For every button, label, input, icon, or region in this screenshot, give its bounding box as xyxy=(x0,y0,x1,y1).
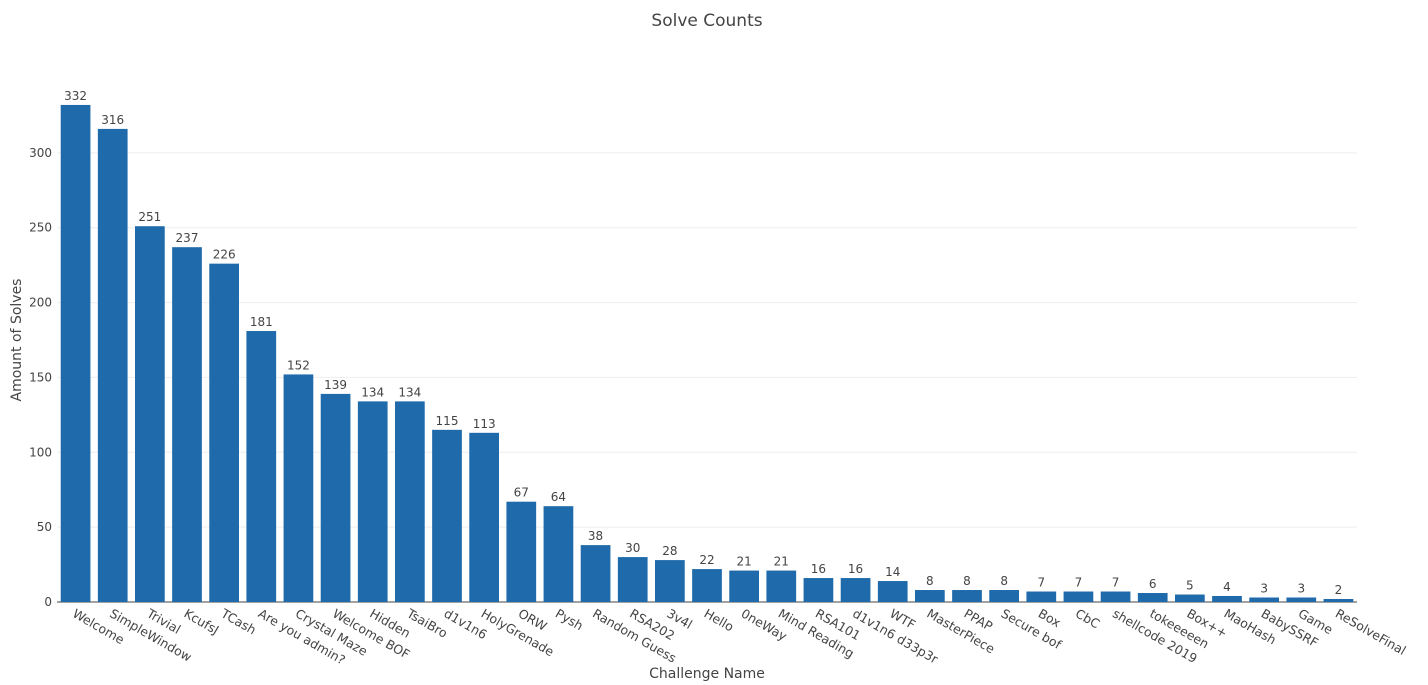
bar[interactable] xyxy=(97,128,128,602)
bar-value-label: 14 xyxy=(885,565,900,579)
x-axis-category-labels: WelcomeSimpleWindowTrivialKcufsJTCashAre… xyxy=(70,605,1409,667)
bar[interactable] xyxy=(1175,594,1205,602)
bar-value-label: 134 xyxy=(361,385,384,399)
bar[interactable] xyxy=(357,401,388,602)
bar[interactable] xyxy=(840,578,871,602)
bar[interactable] xyxy=(135,226,165,602)
bar[interactable] xyxy=(432,429,462,602)
bar-value-label: 7 xyxy=(1112,576,1120,590)
bar-value-label: 237 xyxy=(176,231,199,245)
bar[interactable] xyxy=(989,590,1019,602)
bar-value-label: 2 xyxy=(1335,583,1343,597)
x-tick-label: Hello xyxy=(702,606,737,635)
x-tick-label: CbC xyxy=(1073,606,1103,632)
bar-value-label: 16 xyxy=(811,562,826,576)
bar[interactable] xyxy=(1026,591,1057,602)
bar-value-label: 115 xyxy=(436,414,459,428)
bar[interactable] xyxy=(877,581,908,602)
x-tick-label: Pysh xyxy=(553,606,586,634)
bar-value-label: 30 xyxy=(625,541,640,555)
bar[interactable] xyxy=(803,578,834,602)
bar[interactable] xyxy=(246,331,277,602)
y-tick-label: 0 xyxy=(44,595,52,609)
y-tick-label: 100 xyxy=(29,445,52,459)
bar[interactable] xyxy=(580,545,611,602)
bar-value-label: 21 xyxy=(737,555,752,569)
bar-value-label: 251 xyxy=(138,210,161,224)
bar[interactable] xyxy=(506,501,537,602)
bar[interactable] xyxy=(617,557,648,602)
bar[interactable] xyxy=(1323,599,1354,602)
bar-value-label: 7 xyxy=(1075,576,1083,590)
bar[interactable] xyxy=(729,570,759,602)
bar-value-label: 7 xyxy=(1037,576,1045,590)
bar[interactable] xyxy=(915,590,945,602)
bar[interactable] xyxy=(692,569,722,602)
bar[interactable] xyxy=(469,432,499,602)
y-tick-label: 50 xyxy=(37,520,52,534)
bar[interactable] xyxy=(655,560,685,602)
bar-value-label: 22 xyxy=(699,553,714,567)
bars xyxy=(60,104,1354,603)
bar-value-label: 134 xyxy=(398,385,421,399)
y-tick-label: 300 xyxy=(29,146,52,160)
bar-value-label: 113 xyxy=(473,417,496,431)
bar-value-label: 152 xyxy=(287,358,310,372)
bar-value-label: 8 xyxy=(926,574,934,588)
bar-value-label: 8 xyxy=(1000,574,1008,588)
bar-value-label: 5 xyxy=(1186,579,1194,593)
bar-value-label: 21 xyxy=(774,555,789,569)
bar[interactable] xyxy=(172,247,202,603)
bar[interactable] xyxy=(60,104,91,602)
y-tick-label: 150 xyxy=(29,370,52,384)
bar[interactable] xyxy=(1063,591,1094,602)
bar-value-label: 38 xyxy=(588,529,603,543)
y-tick-label: 250 xyxy=(29,221,52,235)
bar-value-label: 226 xyxy=(213,248,236,262)
bar[interactable] xyxy=(283,374,314,602)
bar-value-label: 3 xyxy=(1297,582,1305,596)
bar[interactable] xyxy=(952,590,982,602)
bar-value-label: 8 xyxy=(963,574,971,588)
bar-value-label: 64 xyxy=(551,490,566,504)
bar-value-label: 139 xyxy=(324,378,347,392)
bar-value-label: 3 xyxy=(1260,582,1268,596)
x-tick-label: ReSolveFinal xyxy=(1333,606,1409,658)
bar[interactable] xyxy=(1137,593,1168,602)
y-axis-title: Amount of Solves xyxy=(9,279,25,402)
bar-value-label: 181 xyxy=(250,315,273,329)
bar[interactable] xyxy=(1249,597,1279,602)
bar[interactable] xyxy=(395,401,425,602)
x-axis-title: Challenge Name xyxy=(649,666,765,682)
bar-value-label: 67 xyxy=(514,486,529,500)
bar[interactable] xyxy=(543,506,574,602)
y-tick-label: 200 xyxy=(29,296,52,310)
x-tick-label: TsaiBro xyxy=(403,605,450,641)
bar[interactable] xyxy=(209,263,239,602)
bar-value-label: 16 xyxy=(848,562,863,576)
bar[interactable] xyxy=(320,393,351,602)
bar[interactable] xyxy=(1286,597,1317,602)
bar-value-label: 6 xyxy=(1149,577,1157,591)
bar[interactable] xyxy=(1100,591,1131,602)
bar-value-label: 332 xyxy=(64,89,87,103)
bar-value-label: 316 xyxy=(101,113,124,127)
bar[interactable] xyxy=(766,570,797,602)
x-tick-label: KcufsJ xyxy=(182,606,222,638)
x-tick-label: TCash xyxy=(218,605,259,637)
chart-title: Solve Counts xyxy=(651,11,762,31)
bar[interactable] xyxy=(1212,596,1242,602)
y-axis-ticks: 0 50 100 150 200 250 300 xyxy=(29,146,52,609)
bar-value-label: 4 xyxy=(1223,580,1231,594)
bar-value-label: 28 xyxy=(662,544,677,558)
